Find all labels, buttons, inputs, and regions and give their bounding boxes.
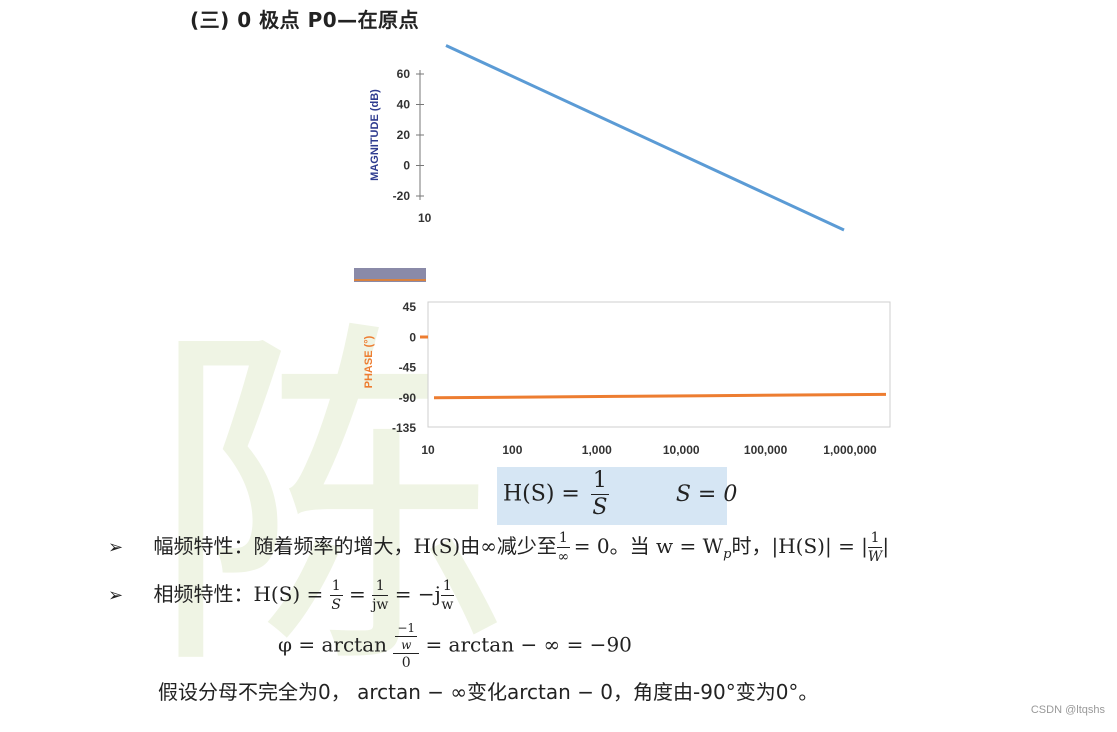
subscript-p: p [723,547,732,562]
magnitude-axis-label: MAGNITUDE (dB) [369,89,381,181]
phase-x-tick-label: 10,000 [663,443,700,457]
phase-tick-label: -45 [399,361,417,375]
f2-num: 1 [372,579,389,596]
arctan-text-a: φ = arctan [278,632,388,657]
magnitude-characteristic-line: ➢ 幅频特性：随着频率的增大，H(S)由∞减少至 1 ∞ = 0。当 w = Wp时，… [108,530,889,564]
magnitude-series-line [445,44,845,232]
formula-condition: S = 0 [675,481,738,507]
magnitude-tick-label: -20 [393,189,411,203]
magnitude-label: 幅频特性： [153,534,254,558]
frac-den: ∞ [557,549,570,565]
magnitude-text-c: 时，|H(S)| = | [731,534,868,558]
magnitude-panel: MAGNITUDE (dB) 60 40 20 0 -20 10 [369,44,845,232]
magnitude-tick-label: 40 [397,98,411,112]
transfer-function-formula: H(S) = 1 S S = 0 [503,470,737,519]
phase-tick-label: 45 [403,300,417,314]
f3-den: w [441,597,454,613]
phase-x-tick-label: 10 [421,443,435,457]
outer-den: 0 [401,655,411,671]
arctan-inner-fraction: −1 w [393,621,420,654]
arctan-compound-fraction: −1 w 0 [393,621,420,671]
formula-denominator: S [592,495,608,520]
bullet-arrow-icon: ➢ [108,585,124,606]
phase-x-tick-label: 100,000 [744,443,788,457]
f1-den: S [331,597,341,613]
magnitude-text-a: 随着频率的增大，H(S)由∞减少至 [253,534,557,558]
magnitude-fraction: 1 ∞ [556,530,570,565]
phase-x-tick-label: 100 [502,443,522,457]
f3-num: 1 [440,578,454,596]
f2-den: jw [372,597,389,613]
phase-x-tick-label: 1,000 [582,443,612,457]
bullet-arrow-icon: ➢ [108,537,124,558]
frac2-den: W [867,549,883,565]
phase-tick-label: -90 [399,391,417,405]
phase-eq1: = [348,582,366,606]
phase-axis-label: PHASE (°) [363,335,375,388]
bode-chart: MAGNITUDE (dB) 60 40 20 0 -20 10 PHASE (°) 4… [354,44,891,457]
formula-lhs: H(S) = [503,481,580,507]
frac2-num: 1 [867,531,883,548]
section-heading: (三) 0 极点 P0—在原点 [190,8,420,32]
phase-series-line [433,392,887,400]
arctan-text-b: = arctan − ∞ = −90 [425,632,632,657]
phase-x-tick-label: 1,000,000 [823,443,877,457]
frac-num: 1 [556,530,570,548]
magnitude-text-d: | [882,534,890,558]
phase-tick-label: 0 [409,330,416,344]
panel-separator [354,268,426,282]
magnitude-x-tick-partial: 10 [418,211,432,225]
phase-plot-frame [427,301,891,428]
formula-highlight-box [497,467,727,525]
formula-numerator: 1 [590,468,609,495]
magnitude-tick-label: 60 [397,67,411,81]
magnitude-text-b: = 0。当 w = W [573,534,724,558]
phase-label: 相频特性： [153,582,254,606]
inner-den: w [401,638,412,652]
phase-fraction-2: 1 jw [372,579,389,613]
formula-fraction: 1 S [590,468,609,520]
arctan-formula-line: φ = arctan −1 w 0 = arctan − ∞ = −90 [278,622,632,670]
assumption-line: 假设分母不完全为0， arctan − ∞变化arctan − 0，角度由-90… [158,676,818,705]
phase-tick-label: -135 [392,421,416,435]
f1-num: 1 [329,578,343,596]
magnitude-tick-label: 20 [397,128,411,142]
phase-eq2: = −j [394,582,441,606]
phase-text-a: H(S) = [253,582,324,606]
assumption-text: 假设分母不完全为0， arctan − ∞变化arctan − 0，角度由-90… [158,680,819,704]
magnitude-tick-label: 0 [403,159,410,173]
phase-panel: PHASE (°) 45 0 -45 -90 -135 10 100 1,000 10,000… [363,300,891,457]
inner-num: −1 [395,621,418,637]
csdn-watermark: CSDN @ltqshs [1030,704,1105,716]
